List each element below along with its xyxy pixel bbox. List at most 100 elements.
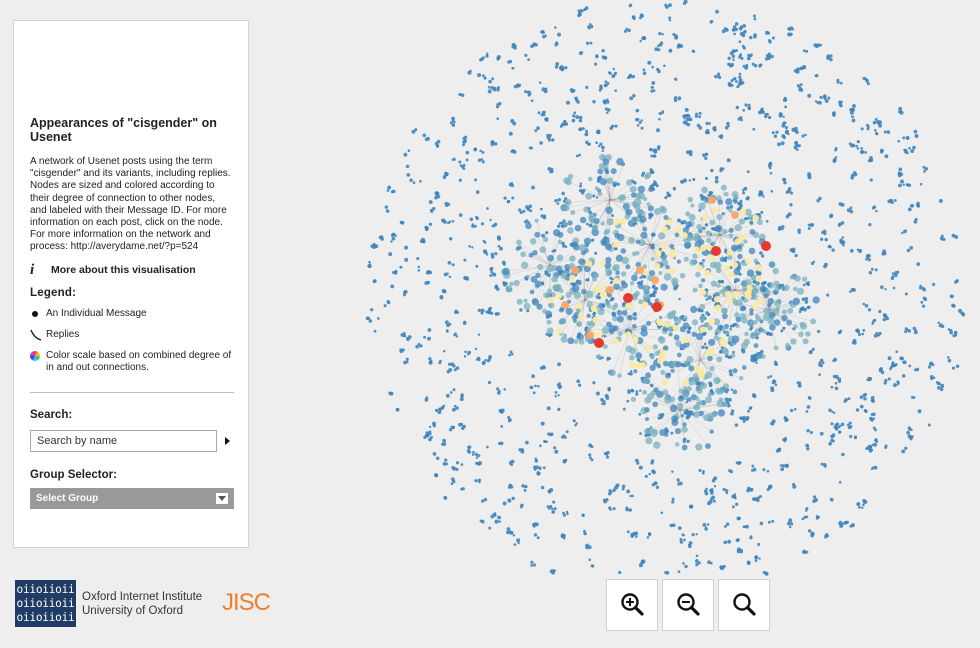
- network-node[interactable]: [735, 502, 739, 506]
- network-node[interactable]: [482, 74, 485, 77]
- network-node[interactable]: [862, 503, 865, 506]
- network-node[interactable]: [477, 333, 481, 336]
- network-node[interactable]: [622, 407, 626, 411]
- network-node[interactable]: [679, 537, 683, 541]
- network-node[interactable]: [741, 349, 746, 354]
- network-node[interactable]: [694, 365, 702, 372]
- network-node[interactable]: [729, 205, 734, 209]
- network-node[interactable]: [560, 221, 564, 225]
- network-node[interactable]: [955, 364, 960, 368]
- network-node[interactable]: [735, 323, 740, 329]
- network-node[interactable]: [753, 17, 757, 21]
- network-node[interactable]: [565, 178, 572, 186]
- network-node[interactable]: [590, 445, 594, 449]
- network-node[interactable]: [475, 190, 480, 194]
- network-node[interactable]: [739, 199, 743, 203]
- network-node[interactable]: [894, 270, 899, 275]
- network-node[interactable]: [640, 325, 648, 332]
- network-node[interactable]: [696, 387, 703, 394]
- network-node[interactable]: [688, 378, 696, 386]
- network-node[interactable]: [627, 315, 633, 321]
- network-node[interactable]: [919, 284, 922, 288]
- network-node[interactable]: [554, 199, 558, 203]
- network-node[interactable]: [699, 303, 706, 310]
- network-node[interactable]: [922, 165, 926, 169]
- network-node[interactable]: [548, 490, 552, 494]
- network-node[interactable]: [646, 202, 651, 207]
- network-node[interactable]: [602, 498, 606, 502]
- network-node[interactable]: [390, 284, 395, 289]
- network-node[interactable]: [683, 538, 686, 542]
- network-node[interactable]: [453, 404, 457, 408]
- network-node[interactable]: [429, 208, 433, 212]
- network-node[interactable]: [633, 312, 637, 317]
- network-node[interactable]: [682, 422, 687, 427]
- network-node[interactable]: [782, 438, 786, 442]
- network-node[interactable]: [688, 179, 692, 182]
- network-node[interactable]: [714, 291, 720, 298]
- network-node[interactable]: [901, 357, 904, 361]
- network-node[interactable]: [733, 77, 737, 80]
- network-node[interactable]: [722, 564, 726, 568]
- network-node[interactable]: [710, 561, 713, 565]
- network-node[interactable]: [652, 302, 662, 312]
- network-node[interactable]: [651, 286, 655, 289]
- network-node[interactable]: [706, 244, 713, 251]
- network-node[interactable]: [692, 177, 696, 182]
- network-node[interactable]: [708, 338, 716, 346]
- network-node[interactable]: [840, 100, 843, 104]
- network-node[interactable]: [664, 321, 671, 328]
- network-node[interactable]: [681, 232, 688, 239]
- network-node[interactable]: [452, 157, 456, 161]
- network-node[interactable]: [697, 561, 701, 565]
- network-node[interactable]: [662, 389, 669, 396]
- network-node[interactable]: [730, 244, 738, 252]
- network-node[interactable]: [519, 210, 523, 215]
- network-node[interactable]: [469, 217, 474, 222]
- network-node[interactable]: [583, 206, 590, 213]
- network-node[interactable]: [707, 325, 713, 331]
- network-node[interactable]: [380, 237, 384, 241]
- network-node[interactable]: [465, 158, 469, 162]
- network-node[interactable]: [808, 350, 813, 355]
- network-node[interactable]: [704, 269, 711, 277]
- network-node[interactable]: [691, 49, 696, 54]
- network-node[interactable]: [560, 534, 565, 539]
- network-node[interactable]: [850, 523, 855, 528]
- network-node[interactable]: [729, 266, 733, 270]
- network-node[interactable]: [858, 332, 862, 337]
- network-node[interactable]: [701, 214, 709, 221]
- network-node[interactable]: [711, 412, 717, 418]
- network-node[interactable]: [784, 126, 788, 130]
- network-node[interactable]: [882, 251, 887, 256]
- network-node[interactable]: [658, 413, 662, 417]
- network-node[interactable]: [686, 386, 692, 392]
- network-node[interactable]: [867, 446, 871, 450]
- network-node[interactable]: [547, 296, 554, 304]
- network-node[interactable]: [698, 111, 702, 115]
- network-node[interactable]: [714, 74, 718, 79]
- network-node[interactable]: [446, 369, 451, 374]
- network-node[interactable]: [701, 186, 708, 194]
- network-node[interactable]: [770, 421, 774, 426]
- network-node[interactable]: [745, 196, 750, 201]
- network-node[interactable]: [614, 246, 618, 251]
- network-node[interactable]: [446, 323, 450, 328]
- network-node[interactable]: [448, 275, 452, 279]
- network-node[interactable]: [550, 507, 554, 511]
- network-node[interactable]: [816, 43, 821, 48]
- network-node[interactable]: [734, 224, 742, 232]
- network-node[interactable]: [598, 175, 602, 179]
- network-node[interactable]: [804, 296, 809, 301]
- network-node[interactable]: [563, 537, 566, 540]
- network-node[interactable]: [699, 289, 707, 296]
- network-node[interactable]: [596, 129, 601, 133]
- network-node[interactable]: [921, 304, 926, 308]
- network-node[interactable]: [499, 441, 504, 446]
- network-node[interactable]: [683, 256, 689, 262]
- network-node[interactable]: [538, 81, 542, 84]
- network-node[interactable]: [675, 361, 682, 368]
- network-node[interactable]: [654, 47, 659, 52]
- network-node[interactable]: [581, 288, 587, 295]
- network-node[interactable]: [391, 232, 396, 237]
